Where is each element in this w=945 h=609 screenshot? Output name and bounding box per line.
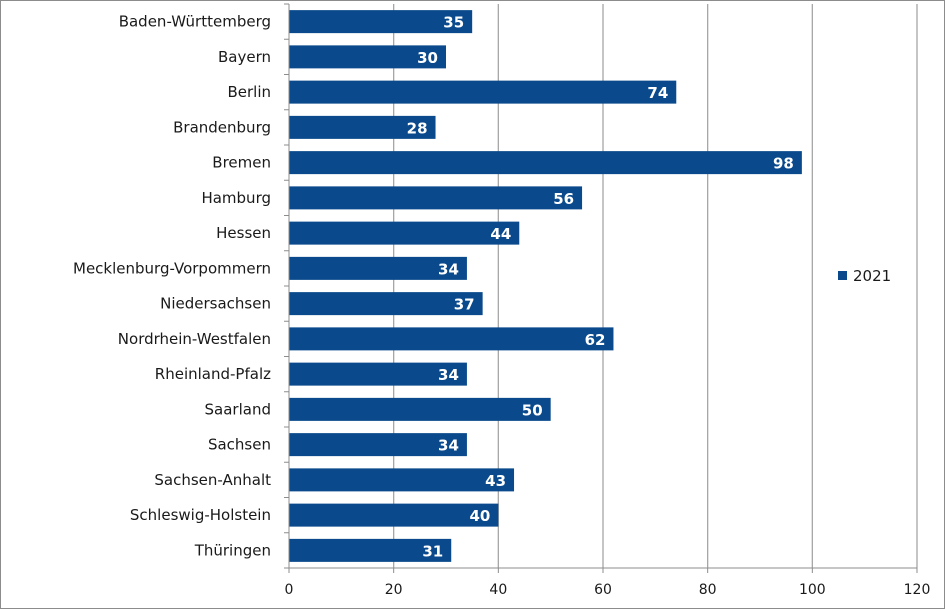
legend-label: 2021 bbox=[853, 267, 891, 285]
category-label: Niedersachsen bbox=[160, 295, 271, 313]
x-tick-label: 0 bbox=[285, 582, 294, 598]
category-label: Bremen bbox=[212, 154, 271, 172]
bar-Bremen bbox=[289, 151, 802, 175]
data-label: 34 bbox=[438, 260, 459, 278]
data-label: 98 bbox=[773, 155, 794, 173]
bar-Hamburg bbox=[289, 186, 583, 210]
category-label: Brandenburg bbox=[173, 118, 271, 136]
bar-Hessen bbox=[289, 221, 520, 245]
category-label: Baden-Württemberg bbox=[119, 13, 271, 31]
data-label: 31 bbox=[422, 542, 443, 560]
data-label: 34 bbox=[438, 366, 459, 384]
bar-Sachsen-Anhalt bbox=[289, 468, 515, 492]
bar-Bayern bbox=[289, 45, 446, 69]
data-label: 74 bbox=[647, 84, 668, 102]
data-label: 62 bbox=[585, 331, 606, 349]
data-label: 35 bbox=[443, 14, 464, 32]
bar-Saarland bbox=[289, 397, 551, 421]
bar-Baden-Württemberg bbox=[289, 10, 473, 34]
category-label: Sachsen-Anhalt bbox=[154, 471, 271, 489]
data-label: 28 bbox=[407, 119, 428, 137]
category-label: Nordrhein-Westfalen bbox=[118, 330, 271, 348]
category-label: Hamburg bbox=[201, 189, 271, 207]
x-tick-label: 20 bbox=[385, 582, 403, 598]
category-label: Sachsen bbox=[208, 436, 271, 454]
category-label: Mecklenburg-Vorpommern bbox=[73, 259, 271, 277]
data-label: 56 bbox=[553, 190, 574, 208]
data-label: 50 bbox=[522, 401, 543, 419]
bar-Schleswig-Holstein bbox=[289, 503, 499, 527]
category-label: Thüringen bbox=[194, 541, 271, 559]
category-label: Berlin bbox=[227, 83, 271, 101]
data-label: 43 bbox=[485, 472, 506, 490]
category-label: Bayern bbox=[218, 48, 271, 66]
category-label: Saarland bbox=[205, 400, 271, 418]
data-label: 34 bbox=[438, 437, 459, 455]
bar-Nordrhein-Westfalen bbox=[289, 327, 614, 351]
category-label: Schleswig-Holstein bbox=[130, 506, 271, 524]
bar-Thüringen bbox=[289, 538, 452, 562]
data-label: 30 bbox=[417, 49, 438, 67]
x-tick-label: 40 bbox=[489, 582, 507, 598]
x-tick-label: 60 bbox=[594, 582, 612, 598]
data-label: 40 bbox=[469, 507, 490, 525]
x-tick-label: 100 bbox=[799, 582, 826, 598]
category-label: Hessen bbox=[216, 224, 271, 242]
legend-swatch bbox=[838, 271, 847, 280]
bar-Berlin bbox=[289, 80, 677, 104]
x-tick-label: 80 bbox=[699, 582, 717, 598]
bar-Mecklenburg-Vorpommern bbox=[289, 256, 467, 280]
bar-Brandenburg bbox=[289, 115, 436, 139]
category-label: Rheinland-Pfalz bbox=[155, 365, 271, 383]
bar-Niedersachsen bbox=[289, 292, 483, 316]
x-tick-label: 120 bbox=[904, 582, 931, 598]
bar-Sachsen bbox=[289, 433, 467, 457]
data-label: 44 bbox=[490, 225, 511, 243]
data-label: 37 bbox=[454, 296, 475, 314]
bar-Rheinland-Pfalz bbox=[289, 362, 467, 386]
